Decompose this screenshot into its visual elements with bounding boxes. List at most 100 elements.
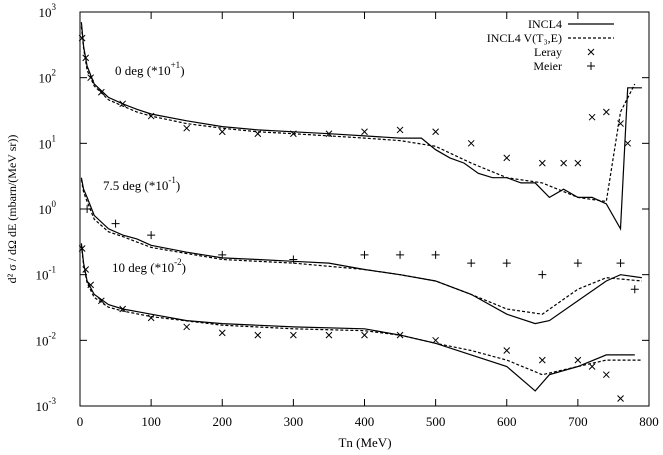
data-point (616, 259, 625, 268)
data-point (254, 331, 262, 339)
data-point (218, 329, 226, 337)
annotation-sup: +1 (171, 60, 181, 70)
data-point (361, 128, 368, 136)
data-point (325, 331, 333, 339)
annotation: 10 deg (*10-2) (112, 257, 186, 275)
data-point (254, 130, 262, 138)
y-tick-label: 100 (39, 199, 57, 217)
y-tick-label: 102 (39, 68, 57, 86)
legend-label: INCL4 V(T₃,E) (487, 31, 562, 45)
data-point (617, 395, 624, 402)
data-point (97, 88, 105, 96)
data-point (218, 250, 227, 259)
data-point (147, 314, 155, 322)
y-tick-exponent: 3 (52, 2, 57, 12)
data-point (82, 266, 90, 273)
data-point (588, 363, 596, 370)
data-point (87, 281, 95, 289)
annotation-sup: -1 (168, 175, 176, 185)
y-tick-label: 10-3 (36, 396, 57, 414)
x-tick-label: 100 (141, 414, 161, 429)
annotation-end: ) (182, 260, 186, 275)
data-point (87, 74, 95, 82)
y-tick-base: 10 (36, 399, 49, 414)
data-point (119, 100, 127, 108)
legend-swatch (587, 48, 595, 56)
data-point (147, 112, 155, 120)
data-point (432, 128, 439, 136)
data-point (396, 250, 405, 259)
annotation-text: 0 deg (*10 (115, 63, 171, 78)
y-axis-label: d² σ / dΩ dE (mbarn/(MeV sr)) (5, 135, 19, 284)
data-point (602, 108, 610, 116)
y-tick-label: 10-1 (36, 265, 57, 283)
annotation-text: 10 deg (*10 (112, 260, 174, 275)
annotation-text: 7.5 deg (*10 (103, 178, 168, 193)
y-tick-exponent: -3 (49, 396, 57, 406)
data-point (602, 371, 610, 379)
data-point (183, 124, 191, 132)
x-tick-label: 800 (639, 414, 659, 429)
y-tick-base: 10 (39, 5, 52, 20)
y-tick-exponent: -1 (49, 265, 57, 275)
annotation-end: ) (180, 63, 184, 78)
data-point (467, 139, 475, 147)
data-point (560, 159, 568, 167)
annotation: 0 deg (*10+1) (115, 60, 185, 78)
y-tick-base: 10 (39, 71, 52, 86)
data-point (111, 219, 120, 228)
data-point (503, 347, 511, 354)
data-point (574, 356, 582, 364)
data-point (83, 205, 92, 213)
data-point (289, 255, 298, 264)
annotation: 7.5 deg (*10-1) (103, 175, 180, 193)
y-tick-exponent: 0 (52, 199, 57, 209)
x-tick-label: 600 (497, 414, 517, 429)
y-tick-label: 101 (39, 133, 57, 151)
y-tick-base: 10 (36, 268, 49, 283)
series-line (80, 26, 642, 376)
y-tick-exponent: -2 (49, 330, 57, 340)
data-point (360, 250, 369, 259)
data-point (119, 305, 127, 313)
data-point (467, 259, 476, 268)
data-point (290, 130, 297, 138)
x-tick-label: 700 (568, 414, 588, 429)
data-point (97, 297, 105, 305)
data-point (630, 285, 639, 294)
x-tick-label: 500 (426, 414, 446, 429)
data-point (396, 331, 404, 339)
y-tick-exponent: 1 (52, 133, 57, 143)
y-tick-label: 10-2 (36, 330, 57, 348)
data-point (78, 34, 86, 42)
data-point (396, 126, 404, 134)
data-point (617, 120, 624, 127)
data-point (502, 259, 511, 268)
data-point (147, 231, 156, 240)
data-point (218, 128, 226, 136)
data-point (538, 356, 546, 364)
x-tick-label: 400 (355, 414, 375, 429)
legend-label: Leray (534, 45, 562, 59)
annotation-sup: -2 (174, 257, 182, 267)
data-point (432, 336, 439, 344)
y-tick-base: 10 (36, 333, 49, 348)
x-tick-label: 200 (213, 414, 233, 429)
data-point (361, 331, 368, 339)
legend-label: INCL4 (528, 17, 562, 31)
data-point (588, 113, 596, 121)
y-tick-exponent: 2 (52, 68, 57, 78)
y-tick-base: 10 (39, 136, 52, 151)
data-point (78, 245, 86, 252)
data-point (538, 159, 546, 167)
data-point (290, 331, 297, 339)
x-tick-label: 0 (77, 414, 84, 429)
data-point (431, 250, 440, 259)
y-tick-label: 103 (39, 2, 57, 20)
data-point (325, 130, 333, 138)
data-point (82, 54, 90, 62)
annotation-end: ) (176, 178, 180, 193)
legend-label: Meier (533, 59, 562, 73)
data-point (573, 259, 582, 268)
